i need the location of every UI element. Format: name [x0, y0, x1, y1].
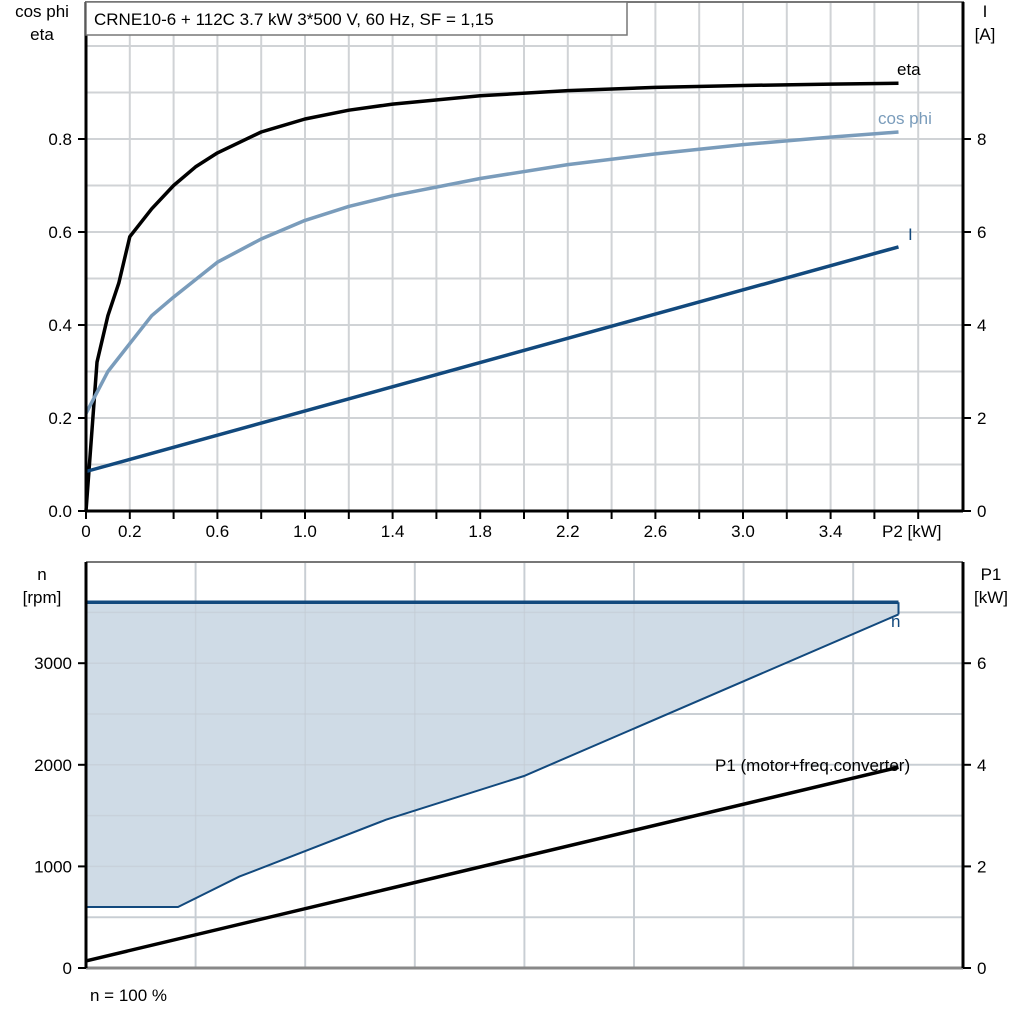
- speed-note: n = 100 %: [90, 986, 167, 1005]
- y-right-label-unit: [A]: [975, 25, 996, 44]
- y-left-label-cosphi: cos phi: [15, 2, 69, 21]
- p1-tick-label: 2: [977, 857, 986, 876]
- n-tick-label: 1000: [34, 857, 72, 876]
- y-left-tick-label: 0.0: [48, 502, 72, 521]
- I-curve: [85, 245, 899, 474]
- x-tick-label: 3.4: [819, 522, 843, 541]
- x-tick-label: 2.2: [556, 522, 580, 541]
- n-axis-label: n: [37, 565, 46, 584]
- eta-curve: [84, 81, 899, 512]
- y-left-tick-label: 0.8: [48, 130, 72, 149]
- n-tick-label: 3000: [34, 654, 72, 673]
- top-chart-ticks: 0 0.2 0.6 1.0 1.4 1.8 2.2 2.6 3.0 3.4 0.0 0.2 0.4 0.6…: [48, 130, 986, 541]
- p1-curve-label: P1 (motor+freq.converter): [715, 756, 910, 775]
- x-tick-label: 0: [81, 522, 90, 541]
- y-right-tick-label: 0: [977, 502, 986, 521]
- p1-axis-unit: [kW]: [974, 588, 1008, 607]
- x-tick-label: 1.4: [381, 522, 405, 541]
- n-axis-unit: [rpm]: [23, 588, 62, 607]
- y-right-label-i: I: [983, 2, 988, 21]
- x-tick-label: 1.0: [293, 522, 317, 541]
- p1-tick-label: 6: [977, 654, 986, 673]
- y-left-tick-label: 0.2: [48, 409, 72, 428]
- current-curve-label: I: [908, 225, 913, 244]
- x-tick-label: 1.8: [468, 522, 492, 541]
- title-box: [85, 1, 628, 36]
- y-right-tick-label: 2: [977, 409, 986, 428]
- y-right-tick-label: 4: [977, 316, 986, 335]
- p1-tick-label: 4: [977, 756, 986, 775]
- n-tick-label: 0: [63, 959, 72, 978]
- y-left-tick-label: 0.4: [48, 316, 72, 335]
- x-tick-label: 0.2: [118, 522, 142, 541]
- top-chart-grid: [86, 2, 963, 511]
- x-axis-label: P2 [kW]: [882, 522, 942, 541]
- y-right-tick-label: 6: [977, 223, 986, 242]
- y-right-tick-label: 8: [977, 130, 986, 149]
- p1-axis-label: P1: [981, 565, 1002, 584]
- x-tick-label: 3.0: [731, 522, 755, 541]
- n-min-curve: [86, 613, 899, 908]
- top-chart-curves: [84, 81, 899, 512]
- y-left-label-eta: eta: [30, 25, 54, 44]
- chart-title: CRNE10-6 + 112C 3.7 kW 3*500 V, 60 Hz, S…: [94, 10, 494, 29]
- cos-phi-curve: [84, 130, 899, 415]
- bottom-chart-ticks: 0 1000 2000 3000 0 2 4 6: [34, 654, 986, 978]
- cosphi-curve-label: cos phi: [878, 109, 932, 128]
- x-tick-label: 2.6: [644, 522, 668, 541]
- eta-curve-label: eta: [897, 60, 921, 79]
- n-curve-label: n: [891, 612, 900, 631]
- x-tick-label: 0.6: [206, 522, 230, 541]
- p1-tick-label: 0: [977, 959, 986, 978]
- n-tick-label: 2000: [34, 756, 72, 775]
- p1-curve: [85, 765, 899, 963]
- bottom-chart-curves: [85, 562, 963, 968]
- y-left-tick-label: 0.6: [48, 223, 72, 242]
- speed-range-area: [86, 602, 899, 907]
